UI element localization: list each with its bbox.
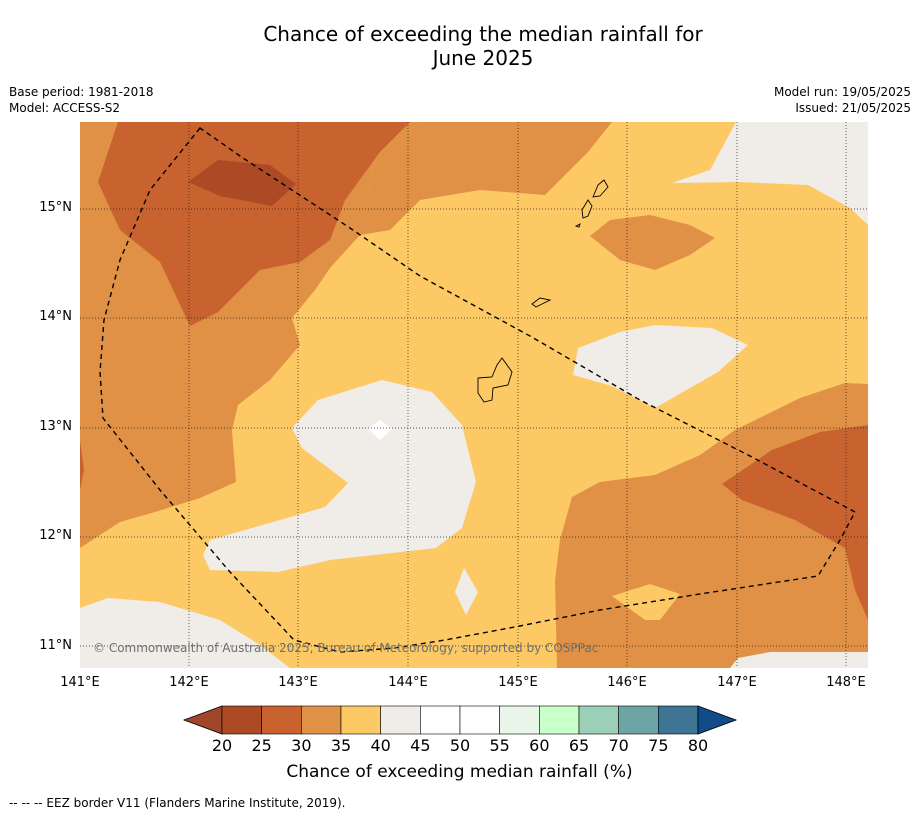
meta-left: Base period: 1981-2018 Model: ACCESS-S2 — [9, 84, 154, 116]
colorbar-tick-label: 75 — [648, 736, 669, 755]
region-30-35-nw — [98, 122, 410, 326]
lon-label-142e: 142°E — [169, 675, 209, 690]
rota-island — [531, 297, 552, 308]
lon-label-143e: 143°E — [278, 675, 318, 690]
region-25-30-nw — [188, 160, 296, 206]
lon-label-147e: 147°E — [717, 675, 757, 690]
title-line-2: June 2025 — [432, 46, 534, 70]
lon-label-144e: 144°E — [388, 675, 428, 690]
colorbar-segment — [261, 705, 302, 735]
footnote-text: -- -- -- EEZ border V11 (Flanders Marine… — [9, 796, 346, 810]
colorbar-segment — [499, 705, 540, 735]
issued-text: Issued: 21/05/2025 — [795, 101, 911, 115]
copyright-text: © Commonwealth of Australia 2025, Bureau… — [93, 641, 599, 655]
region-35-40-blob — [590, 215, 715, 270]
colorbar-tick-label: 65 — [568, 736, 590, 755]
base-period-text: Base period: 1981-2018 — [9, 85, 154, 99]
colorbar-tick-label: 80 — [687, 736, 709, 755]
region-45-50-ne — [672, 122, 868, 225]
colorbar-tick-label: 70 — [608, 736, 629, 755]
graticule — [80, 122, 868, 668]
region-45-50-east — [573, 325, 748, 408]
colorbar-extend-low — [182, 705, 223, 735]
colorbar-segment — [459, 705, 500, 735]
colorbar-tick-label: 30 — [291, 736, 312, 755]
lat-label-11n: 11°N — [39, 638, 72, 653]
colorbar-segment — [301, 705, 342, 735]
title-line-1: Chance of exceeding the median rainfall … — [263, 22, 703, 46]
colorbar-tick-label: 45 — [410, 736, 431, 755]
region-35-40-north — [360, 122, 612, 235]
colorbar-tick-label: 40 — [370, 736, 391, 755]
model-text: Model: ACCESS-S2 — [9, 101, 121, 115]
meta-right: Model run: 19/05/2025 Issued: 21/05/2025 — [774, 84, 911, 116]
lon-label-145e: 145°E — [498, 675, 538, 690]
colorbar-segment — [658, 705, 699, 735]
region-45-50-se — [730, 652, 868, 668]
guam-island — [477, 357, 513, 403]
eez-border — [99, 127, 856, 653]
colorbar — [182, 705, 738, 735]
tinian-island — [581, 199, 593, 219]
lon-label-141e: 141°E — [60, 675, 100, 690]
lat-label-15n: 15°N — [39, 200, 72, 215]
region-45-50-small — [455, 568, 478, 615]
colorbar-tick-label: 35 — [330, 736, 352, 755]
colorbar-segment — [539, 705, 580, 735]
colorbar-tick-label: 50 — [449, 736, 471, 755]
islands — [477, 179, 609, 403]
colorbar-label: Chance of exceeding median rainfall (%) — [286, 762, 633, 782]
lat-label-12n: 12°N — [39, 528, 72, 543]
colorbar-segment — [380, 705, 421, 735]
region-30-35-west-edge — [80, 440, 84, 490]
colorbar-segment — [221, 705, 262, 735]
map-title: Chance of exceeding the median rainfall … — [0, 22, 919, 70]
region-45-50-sw — [80, 598, 290, 668]
colorbar-segment — [340, 705, 381, 735]
lat-label-13n: 13°N — [39, 419, 72, 434]
region-50-55-small — [368, 420, 392, 440]
colorbar-tick-label: 55 — [489, 736, 510, 755]
colorbar-tick-label: 25 — [251, 736, 272, 755]
colorbar-segment — [578, 705, 619, 735]
colorbar-extend-high — [697, 705, 738, 735]
colorbar-tick-label: 20 — [211, 736, 233, 755]
lon-label-148e: 148°E — [826, 675, 866, 690]
lon-label-146e: 146°E — [607, 675, 647, 690]
aguijan-island — [574, 223, 581, 228]
saipan-island — [592, 179, 609, 198]
lat-label-14n: 14°N — [39, 309, 72, 324]
colorbar-segment — [420, 705, 461, 735]
colorbar-segment — [618, 705, 659, 735]
colorbar-tick-label: 60 — [529, 736, 550, 755]
model-run-text: Model run: 19/05/2025 — [773, 85, 911, 99]
region-30-35-east — [722, 425, 868, 620]
